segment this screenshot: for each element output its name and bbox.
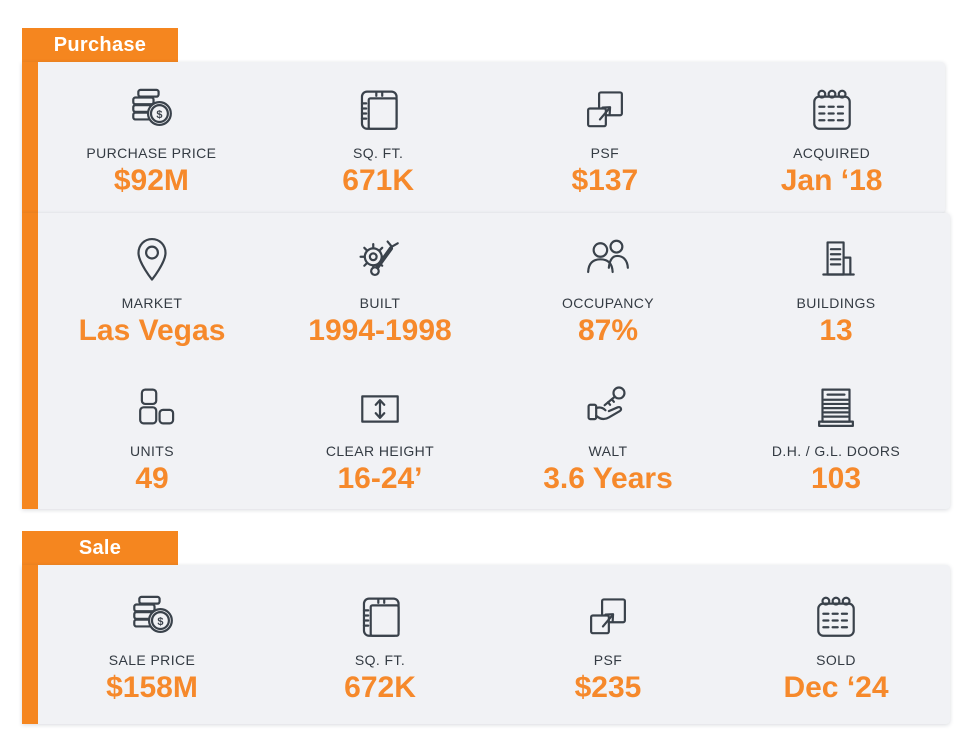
metric-label: SQ. FT.	[353, 145, 404, 161]
metric-value: $92M	[113, 164, 189, 197]
metric-label: CLEAR HEIGHT	[325, 442, 435, 459]
tab-purchase: Purchase	[22, 28, 178, 62]
metric-value: 672K	[344, 671, 416, 704]
metric-value: $235	[574, 671, 642, 704]
metric-sq-ft: SQ. FT. 671K	[265, 62, 492, 213]
metric-built: BUILT 1994-1998	[266, 213, 494, 361]
metric-row: MARKET Las Vegas BUILT 1994-1998 OCCUPANCY 87…	[38, 213, 950, 361]
calendar-icon	[805, 83, 859, 139]
metric-row: $ SALE PRICE $158M SQ. FT. 672K PSF $235 SOLD De…	[38, 565, 950, 724]
metric-value: 13	[819, 313, 853, 347]
unit-blocks-icon	[125, 381, 179, 437]
metric-label: MARKET	[121, 294, 183, 311]
people-icon	[581, 233, 635, 289]
tab-label: Sale	[78, 536, 122, 559]
overlap-squares-arrow-icon	[581, 590, 635, 646]
tab-label: Purchase	[53, 33, 147, 56]
metric-purchase-price: $ PURCHASE PRICE $92M	[38, 62, 265, 213]
svg-text:$: $	[157, 616, 163, 628]
buildings-icon	[809, 233, 863, 289]
metric-label: OCCUPANCY	[561, 294, 655, 311]
metric-occupancy: OCCUPANCY 87%	[494, 213, 722, 361]
metric-label: ACQUIRED	[793, 145, 871, 161]
svg-text:$: $	[157, 109, 163, 121]
metric-sale-price: $ SALE PRICE $158M	[38, 565, 266, 724]
area-measure-icon	[353, 590, 407, 646]
clear-height-arrow-icon	[353, 381, 407, 437]
metric-label: SALE PRICE	[108, 652, 196, 668]
card-panel: $ SALE PRICE $158M SQ. FT. 672K PSF $235 SOLD De…	[22, 565, 950, 724]
metric-label: PSF	[590, 145, 620, 161]
metric-d-h-g-l-doors: D.H. / G.L. DOORS 103	[722, 361, 950, 509]
metric-value: $137	[571, 164, 639, 197]
metric-row: UNITS 49 CLEAR HEIGHT 16-24’ WALT 3.6 Years D.…	[38, 361, 950, 509]
metric-label: UNITS	[130, 442, 174, 459]
section-purchase: Purchase $ PURCHASE PRICE $92M SQ. FT. 671K PS…	[22, 28, 950, 509]
metric-value: 49	[135, 461, 169, 495]
metric-row: $ PURCHASE PRICE $92M SQ. FT. 671K PSF $137 ACQ…	[38, 62, 945, 213]
metrics-page: Purchase $ PURCHASE PRICE $92M SQ. FT. 671K PS…	[0, 28, 980, 724]
metric-sold: SOLD Dec ‘24	[722, 565, 950, 724]
calendar-icon	[809, 590, 863, 646]
metric-units: UNITS 49	[38, 361, 266, 509]
metric-value: 87%	[577, 313, 639, 347]
metric-label: SOLD	[816, 652, 856, 668]
metric-label: BUILT	[359, 294, 401, 311]
overlap-squares-arrow-icon	[578, 83, 632, 139]
metric-walt: WALT 3.6 Years	[494, 361, 722, 509]
garage-door-icon	[809, 381, 863, 437]
metric-value: 3.6 Years	[543, 461, 673, 495]
metric-label: SQ. FT.	[354, 652, 406, 668]
area-measure-icon	[351, 83, 405, 139]
card-panel: $ PURCHASE PRICE $92M SQ. FT. 671K PSF $137 ACQ…	[22, 62, 945, 213]
metric-value: 671K	[342, 164, 414, 197]
metric-label: PURCHASE PRICE	[86, 145, 217, 161]
metric-psf: PSF $235	[494, 565, 722, 724]
coins-dollar-icon: $	[125, 590, 179, 646]
metric-value: Jan ‘18	[780, 164, 883, 197]
key-in-hand-icon	[581, 381, 635, 437]
metric-market: MARKET Las Vegas	[38, 213, 266, 361]
metric-value: Dec ‘24	[783, 671, 889, 704]
coins-dollar-icon: $	[124, 83, 178, 139]
metric-clear-height: CLEAR HEIGHT 16-24’	[266, 361, 494, 509]
metric-buildings: BUILDINGS 13	[722, 213, 950, 361]
metric-value: Las Vegas	[78, 313, 226, 347]
metric-acquired: ACQUIRED Jan ‘18	[718, 62, 945, 213]
metric-label: PSF	[593, 652, 623, 668]
metric-psf: PSF $137	[492, 62, 719, 213]
tab-sale: Sale	[22, 531, 178, 565]
gear-wrench-icon	[353, 233, 407, 289]
metric-value: 103	[810, 461, 862, 495]
metric-label: BUILDINGS	[796, 294, 876, 311]
map-pin-icon	[125, 233, 179, 289]
section-sale: Sale $ SALE PRICE $158M SQ. FT. 672K PSF $235 SO…	[22, 531, 950, 724]
metric-value: $158M	[106, 671, 198, 704]
metric-sq-ft: SQ. FT. 672K	[266, 565, 494, 724]
metric-label: D.H. / G.L. DOORS	[771, 442, 901, 459]
card-panel: MARKET Las Vegas BUILT 1994-1998 OCCUPANCY 87…	[22, 213, 950, 509]
metric-value: 1994-1998	[308, 313, 452, 347]
metric-label: WALT	[588, 442, 628, 459]
metric-value: 16-24’	[337, 461, 423, 495]
